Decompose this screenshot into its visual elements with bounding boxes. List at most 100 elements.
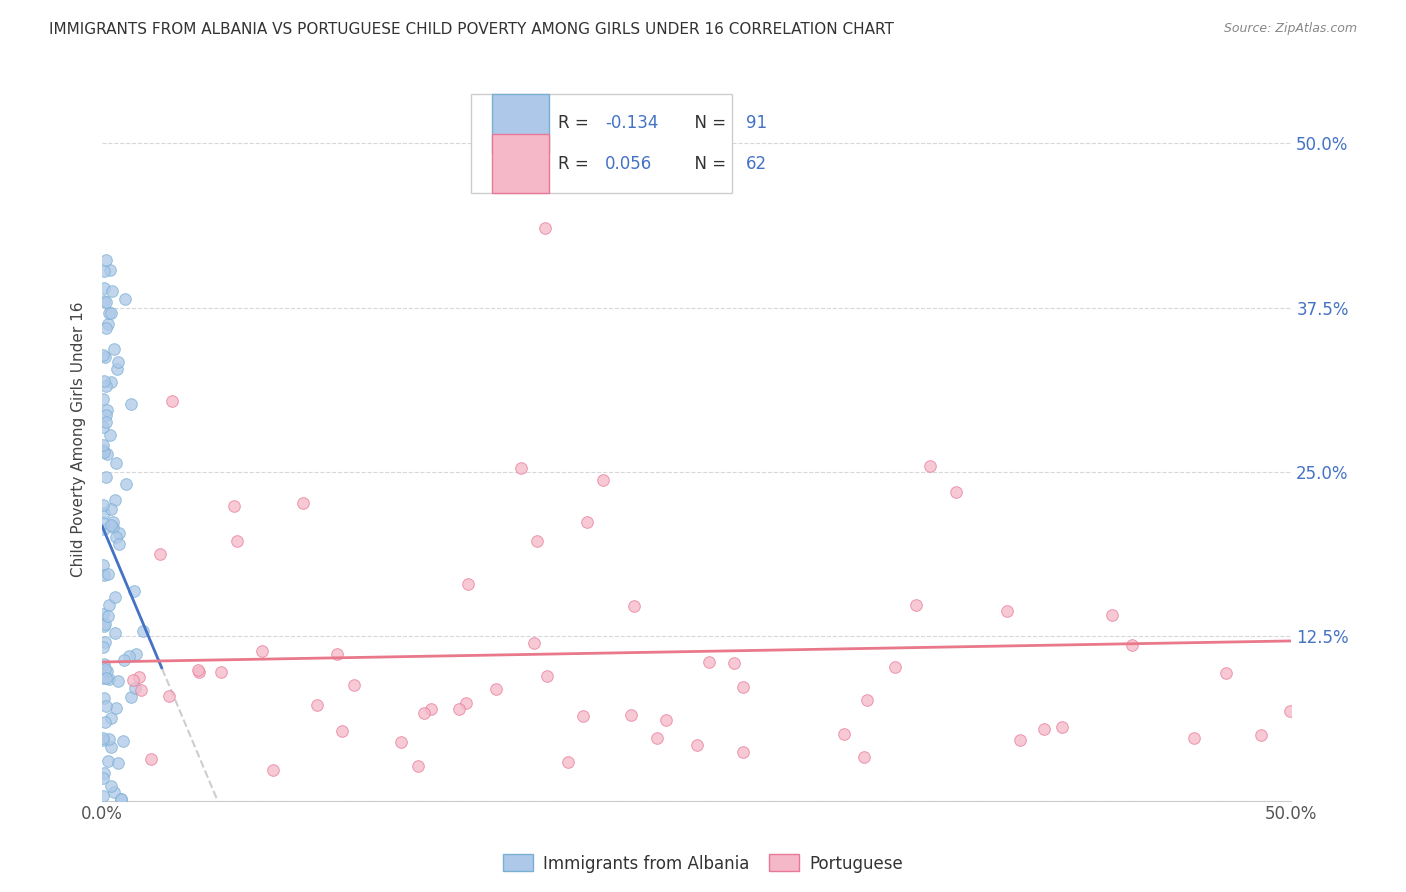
Point xyxy=(292,496,315,510)
Point xyxy=(94,714,117,729)
Point xyxy=(536,669,558,683)
Point xyxy=(101,515,124,529)
Point xyxy=(832,727,855,741)
Text: 62: 62 xyxy=(745,155,766,173)
Point xyxy=(93,420,115,434)
Point xyxy=(945,485,967,500)
Point xyxy=(93,765,115,780)
Point xyxy=(412,706,434,721)
Point xyxy=(94,616,117,631)
Text: R =: R = xyxy=(558,155,593,173)
Point xyxy=(93,607,115,622)
Point xyxy=(575,515,598,529)
Point xyxy=(623,599,645,613)
Point xyxy=(124,681,146,695)
Point xyxy=(105,530,128,544)
Point xyxy=(1033,722,1056,736)
Point xyxy=(325,647,347,661)
Point xyxy=(107,674,129,689)
Point xyxy=(93,294,115,309)
Point xyxy=(592,473,614,487)
Point xyxy=(160,393,183,408)
Text: 0.056: 0.056 xyxy=(605,155,652,173)
Point xyxy=(1215,666,1237,681)
Point xyxy=(104,493,127,508)
Point xyxy=(454,696,477,710)
Point xyxy=(96,447,118,461)
Point xyxy=(224,499,246,513)
Point xyxy=(389,734,412,748)
Point xyxy=(699,656,721,670)
Point xyxy=(995,604,1018,618)
Point xyxy=(100,779,122,793)
Point xyxy=(226,534,249,549)
Point xyxy=(485,681,508,696)
Point xyxy=(731,681,754,695)
Point xyxy=(93,442,115,457)
Point xyxy=(96,403,118,417)
Point xyxy=(105,701,128,715)
Point xyxy=(114,292,136,306)
Point xyxy=(94,350,117,364)
Point xyxy=(93,348,115,362)
Point xyxy=(100,375,122,389)
Point xyxy=(100,306,122,320)
Point xyxy=(96,470,118,484)
Text: Source: ZipAtlas.com: Source: ZipAtlas.com xyxy=(1223,22,1357,36)
Point xyxy=(94,321,117,335)
Point xyxy=(97,317,120,331)
Point xyxy=(645,731,668,746)
Point xyxy=(112,653,135,667)
Point xyxy=(93,263,115,277)
Point xyxy=(457,576,479,591)
Point xyxy=(93,731,115,745)
Legend: Immigrants from Albania, Portuguese: Immigrants from Albania, Portuguese xyxy=(496,847,910,880)
Point xyxy=(93,732,115,747)
Point xyxy=(98,598,121,612)
Point xyxy=(93,691,115,706)
Text: R =: R = xyxy=(558,114,593,132)
Point xyxy=(100,740,122,755)
Point xyxy=(686,739,709,753)
Point xyxy=(510,460,533,475)
Point xyxy=(103,342,125,356)
Point xyxy=(620,707,643,722)
Point xyxy=(856,693,879,707)
Point xyxy=(94,415,117,429)
Point xyxy=(1101,608,1123,623)
Point xyxy=(883,660,905,674)
Point xyxy=(111,733,134,747)
Y-axis label: Child Poverty Among Girls Under 16: Child Poverty Among Girls Under 16 xyxy=(72,301,86,577)
Text: 91: 91 xyxy=(745,114,766,132)
Point xyxy=(101,284,124,298)
Point xyxy=(94,295,117,310)
Point xyxy=(122,673,145,687)
Point xyxy=(526,534,548,549)
Point xyxy=(98,263,121,277)
Point xyxy=(420,702,443,716)
Point xyxy=(93,618,115,632)
Point xyxy=(1250,728,1272,742)
Point xyxy=(94,699,117,714)
Point xyxy=(572,709,595,723)
FancyBboxPatch shape xyxy=(492,94,550,153)
Point xyxy=(93,281,115,295)
Point xyxy=(100,711,122,725)
Point xyxy=(97,755,120,769)
Point xyxy=(1052,720,1074,734)
Point xyxy=(129,683,152,698)
Point xyxy=(97,609,120,624)
Point xyxy=(187,663,209,677)
Point xyxy=(97,566,120,581)
Point xyxy=(93,567,115,582)
Point xyxy=(120,690,142,705)
Point xyxy=(93,506,115,520)
Point xyxy=(118,648,141,663)
Text: N =: N = xyxy=(683,114,731,132)
Point xyxy=(157,689,180,703)
Text: IMMIGRANTS FROM ALBANIA VS PORTUGUESE CHILD POVERTY AMONG GIRLS UNDER 16 CORRELA: IMMIGRANTS FROM ALBANIA VS PORTUGUESE CH… xyxy=(49,22,894,37)
Point xyxy=(1182,731,1205,746)
Point xyxy=(94,408,117,422)
Point xyxy=(449,702,471,716)
Point xyxy=(110,792,132,806)
